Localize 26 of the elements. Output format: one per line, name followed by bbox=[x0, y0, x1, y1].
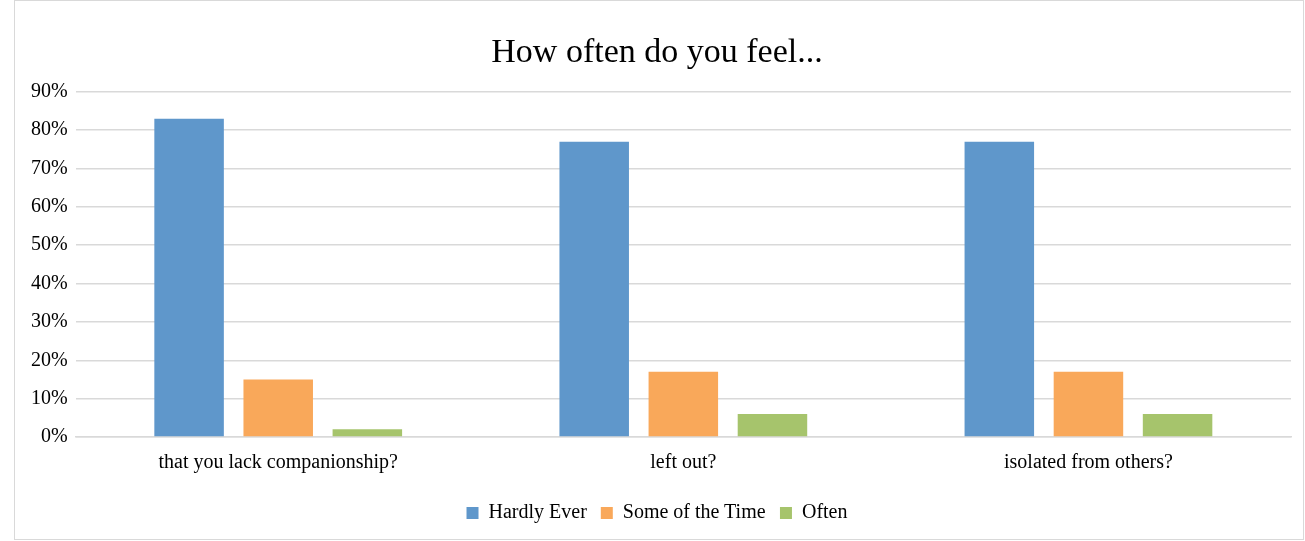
x-tick-label: left out? bbox=[650, 450, 717, 473]
y-tick-label: 80% bbox=[30, 117, 68, 140]
bar bbox=[559, 141, 629, 437]
bar bbox=[1142, 413, 1213, 437]
legend-label: Some of the Time bbox=[622, 500, 766, 523]
legend-label: Hardly Ever bbox=[488, 500, 588, 524]
bar bbox=[964, 141, 1035, 437]
bar bbox=[154, 118, 224, 437]
bar bbox=[332, 429, 403, 437]
y-tick-label: 40% bbox=[30, 270, 68, 293]
y-tick-label: 50% bbox=[30, 232, 68, 255]
x-tick-label: isolated from others? bbox=[1004, 450, 1173, 473]
y-tick-label: 60% bbox=[30, 194, 68, 217]
bar bbox=[243, 379, 313, 437]
y-tick-label: 70% bbox=[30, 155, 68, 178]
legend-label: Often bbox=[801, 500, 848, 523]
y-tick-label: 20% bbox=[30, 347, 68, 370]
x-tick-label: that you lack companionship? bbox=[158, 450, 399, 474]
chart-title: How often do you feel... bbox=[491, 32, 823, 70]
y-tick-label: 0% bbox=[40, 424, 68, 447]
y-tick-label: 30% bbox=[30, 309, 68, 332]
bar bbox=[648, 371, 719, 437]
y-tick-label: 90% bbox=[30, 79, 68, 102]
bar bbox=[1053, 371, 1124, 437]
bar bbox=[737, 413, 808, 437]
y-tick-label: 10% bbox=[30, 385, 68, 408]
